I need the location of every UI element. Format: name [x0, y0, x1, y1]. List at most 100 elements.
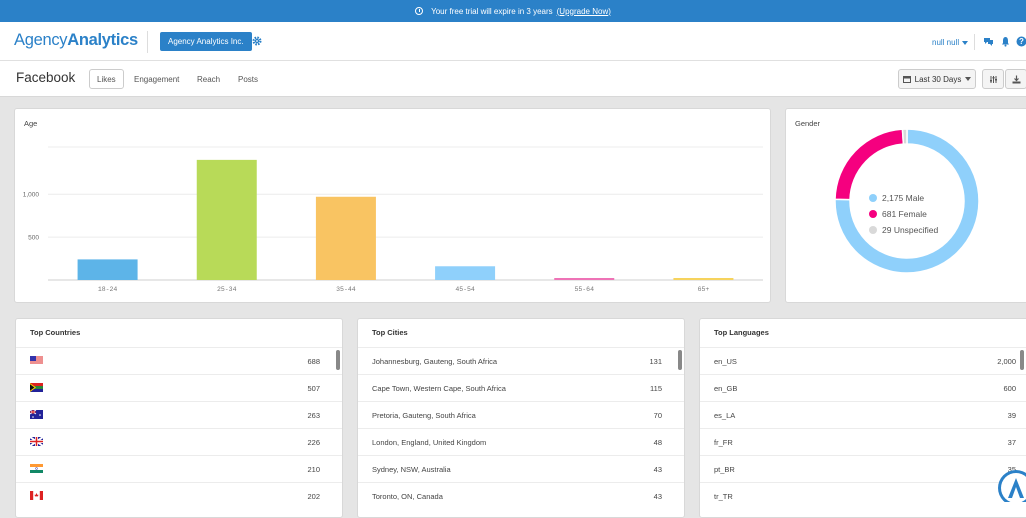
user-menu[interactable]: null null	[932, 38, 968, 47]
row-value: 37	[1008, 438, 1016, 447]
top-cities-title: Top Cities	[372, 328, 408, 337]
gender-donut-chart	[785, 108, 1026, 303]
x-tick-label: 55-64	[574, 286, 594, 293]
flag-ca-icon	[30, 491, 43, 500]
tab-posts[interactable]: Posts	[231, 69, 265, 89]
list-item: Cape Town, Western Cape, South Africa 115	[358, 374, 684, 401]
logo-bold: Analytics	[67, 31, 138, 49]
row-value: 39	[1008, 411, 1016, 420]
legend-label-female: 681 Female	[882, 209, 927, 219]
agency-switch-button[interactable]: Agency Analytics Inc.	[160, 32, 252, 51]
svg-text:?: ?	[1019, 37, 1024, 46]
flag-in-icon	[30, 464, 43, 473]
list-item: 507	[16, 374, 342, 401]
bar-65+[interactable]	[673, 278, 733, 280]
x-tick-label: 25-34	[217, 286, 237, 293]
slice-unspecified[interactable]	[902, 129, 907, 144]
top-cities-card: Top Cities Johannesburg, Gauteng, South …	[357, 318, 685, 518]
bell-icon[interactable]	[1000, 36, 1011, 47]
support-chat-icon[interactable]	[996, 468, 1026, 502]
list-item: 202	[16, 482, 342, 509]
row-value: 48	[654, 438, 662, 447]
slice-female[interactable]	[835, 129, 903, 199]
list-item: es_LA 39	[700, 401, 1026, 428]
bar-55-64[interactable]	[554, 278, 614, 280]
top-countries-title: Top Countries	[30, 328, 80, 337]
row-label: pt_BR	[714, 465, 735, 474]
row-value: 115	[650, 384, 662, 393]
calendar-icon	[903, 75, 911, 83]
row-label: Cape Town, Western Cape, South Africa	[372, 384, 506, 393]
tab-reach[interactable]: Reach	[190, 69, 227, 89]
page-title: Facebook	[16, 70, 75, 85]
gear-icon[interactable]	[252, 36, 262, 46]
bar-18-24[interactable]	[78, 259, 138, 280]
help-icon[interactable]: ?	[1016, 36, 1026, 47]
list-item: 210	[16, 455, 342, 482]
legend-female: 681 Female	[869, 209, 927, 219]
bar-35-44[interactable]	[316, 197, 376, 280]
x-tick-label: 45-54	[455, 286, 475, 293]
tab-engagement[interactable]: Engagement	[127, 69, 186, 89]
row-value: 210	[307, 465, 320, 474]
tab-likes[interactable]: Likes	[89, 69, 124, 89]
list-item: 263	[16, 401, 342, 428]
row-value: 226	[307, 438, 320, 447]
list-item: Sydney, NSW, Australia 43	[358, 455, 684, 482]
date-range-label: Last 30 Days	[915, 75, 962, 84]
row-label: en_US	[714, 357, 737, 366]
legend-unspecified: 29 Unspecified	[869, 225, 938, 235]
row-value: 202	[307, 492, 320, 501]
row-value: 43	[654, 465, 662, 474]
clock-icon	[415, 7, 423, 15]
scrollbar[interactable]	[1020, 350, 1024, 370]
row-label: es_LA	[714, 411, 735, 420]
logo[interactable]: AgencyAnalytics	[14, 31, 138, 50]
y-tick-label: 1,000	[23, 192, 40, 199]
legend-swatch-male	[869, 194, 877, 202]
x-tick-label: 18-24	[98, 286, 118, 293]
download-icon	[1012, 75, 1021, 84]
trial-text: Your free trial will expire in 3 years	[431, 7, 553, 16]
divider	[147, 31, 148, 53]
row-value: 43	[654, 492, 662, 501]
date-range-button[interactable]: Last 30 Days	[898, 69, 976, 89]
row-label: Sydney, NSW, Australia	[372, 465, 451, 474]
legend-label-male: 2,175 Male	[882, 193, 924, 203]
filter-button[interactable]	[982, 69, 1004, 89]
trial-banner: Your free trial will expire in 3 years (…	[0, 0, 1026, 22]
scrollbar[interactable]	[678, 350, 682, 370]
row-value: 688	[307, 357, 320, 366]
scrollbar[interactable]	[336, 350, 340, 370]
legend-swatch-unspecified	[869, 226, 877, 234]
bar-45-54[interactable]	[435, 266, 495, 280]
row-value: 263	[307, 411, 320, 420]
download-button[interactable]	[1005, 69, 1026, 89]
list-item: 226	[16, 428, 342, 455]
flag-za-icon	[30, 383, 43, 392]
logo-light: Agency	[14, 31, 67, 49]
row-label: Pretoria, Gauteng, South Africa	[372, 411, 476, 420]
legend-swatch-female	[869, 210, 877, 218]
chat-icon[interactable]	[983, 36, 994, 47]
row-value: 600	[1003, 384, 1016, 393]
x-tick-label: 35-44	[336, 286, 356, 293]
x-tick-label: 65+	[698, 286, 710, 293]
legend-male: 2,175 Male	[869, 193, 924, 203]
upgrade-link[interactable]: (Upgrade Now)	[557, 7, 611, 16]
row-label: Toronto, ON, Canada	[372, 492, 443, 501]
divider	[974, 34, 975, 50]
page-toolbar: Facebook Likes Engagement Reach Posts La…	[0, 61, 1026, 97]
bar-25-34[interactable]	[197, 160, 257, 280]
top-navbar: AgencyAnalytics Agency Analytics Inc. nu…	[0, 22, 1026, 61]
